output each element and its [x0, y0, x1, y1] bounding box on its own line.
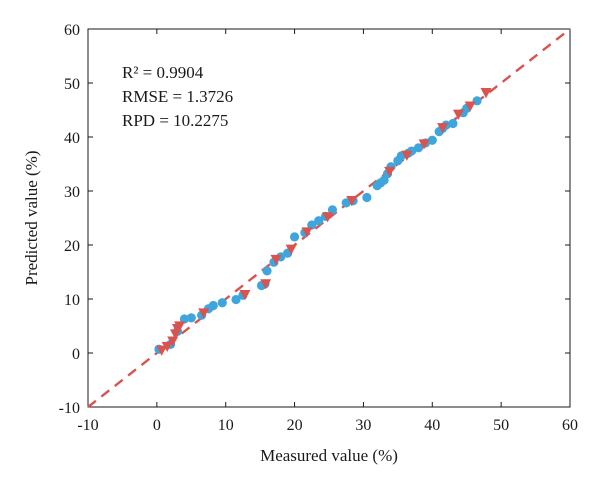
stat-rmse: RMSE = 1.3726	[122, 87, 233, 106]
data-point-triangle	[437, 123, 449, 134]
data-point-triangle	[401, 150, 413, 161]
data-point-triangle	[346, 196, 358, 207]
data-point-circle	[186, 313, 196, 323]
data-point-triangle	[480, 88, 492, 99]
x-tick-label: 30	[355, 417, 371, 434]
y-axis-title: Predicted value (%)	[22, 151, 41, 286]
y-tick-label: 0	[72, 346, 80, 363]
data-point-triangle	[239, 290, 251, 301]
x-axis-title: Measured value (%)	[260, 446, 398, 465]
data-point-circle	[314, 216, 324, 226]
data-point-circle	[307, 220, 317, 230]
data-point-triangle	[384, 166, 396, 178]
x-tick-label: 40	[424, 417, 440, 434]
y-tick-label: 20	[64, 238, 80, 255]
data-point-triangle	[301, 227, 313, 238]
data-point-triangle	[198, 308, 210, 319]
data-point-circle	[208, 300, 218, 311]
data-point-circle	[217, 298, 227, 308]
y-tick-label: -10	[59, 400, 80, 417]
plot-frame	[87, 28, 571, 408]
data-point-triangle	[270, 254, 282, 266]
data-point-triangle	[418, 139, 430, 150]
stat-r-squared: R² = 0.9904	[122, 63, 204, 82]
y-tick-label: 50	[64, 76, 80, 93]
data-point-triangle	[322, 212, 334, 223]
data-point-circle	[231, 294, 241, 305]
x-tick-label: 20	[287, 417, 303, 434]
axis-ticks: -10 0 10 20 30 40 50 60 -10 0 10 20 30 40 50 60	[59, 22, 578, 434]
data-point-circle	[448, 118, 458, 129]
data-point-triangle	[174, 321, 186, 332]
data-point-triangle	[285, 244, 297, 255]
data-point-circle	[289, 232, 300, 242]
data-point-circle	[413, 143, 424, 153]
x-tick-label: 10	[218, 417, 234, 434]
x-tick-label: 50	[493, 417, 509, 434]
x-tick-label: 0	[153, 417, 161, 434]
data-point-triangle	[464, 101, 476, 112]
x-tick-label: -10	[77, 417, 98, 434]
data-markers	[154, 88, 492, 356]
data-point-circle	[262, 266, 272, 276]
stat-rpd: RPD = 10.2275	[122, 111, 228, 130]
data-point-triangle	[161, 341, 173, 353]
y-tick-label: 30	[64, 184, 80, 201]
y-tick-label: 40	[64, 130, 80, 147]
data-point-circle	[427, 135, 437, 145]
data-point-circle	[327, 205, 338, 215]
y-tick-label: 60	[64, 22, 80, 39]
data-point-circle	[362, 192, 372, 203]
data-point-triangle	[156, 345, 168, 356]
data-point-circle	[179, 314, 189, 324]
y-tick-label: 10	[64, 292, 80, 309]
x-tick-label: 60	[562, 417, 578, 434]
data-point-triangle	[260, 279, 272, 290]
data-point-triangle	[452, 109, 464, 120]
